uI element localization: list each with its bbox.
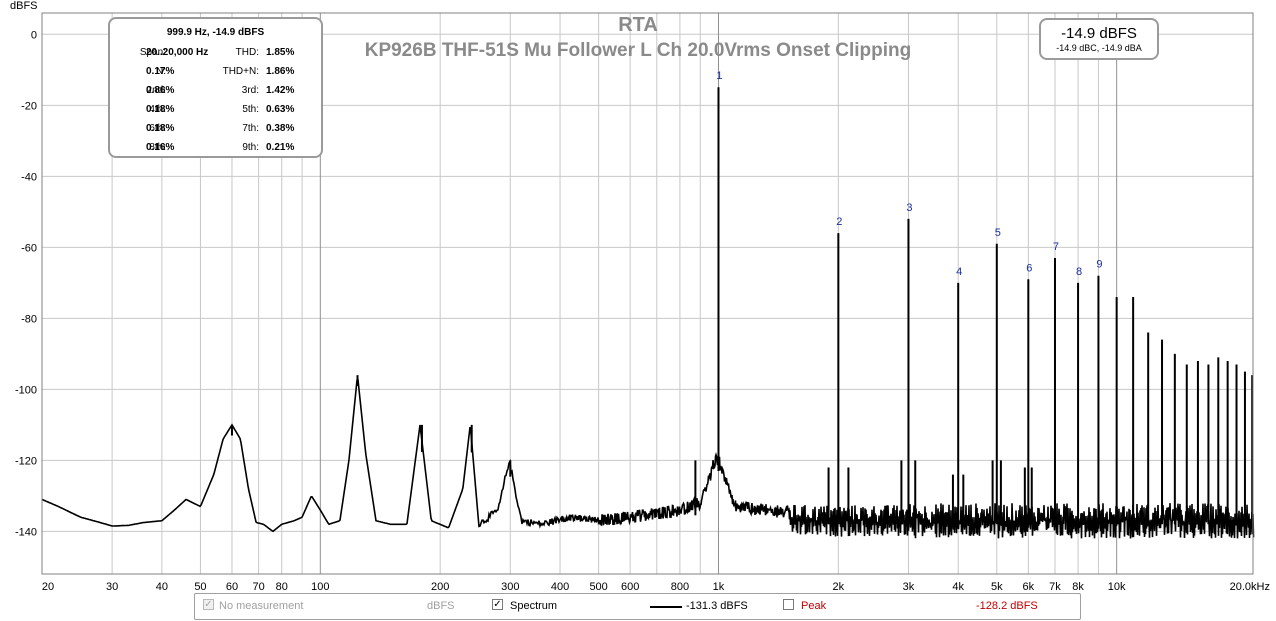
y-tick-label: -120 [15,455,37,467]
spectrum-label: Spectrum [510,600,558,612]
spectrum-line-swatch [650,606,682,608]
x-tick-label: 20 [42,581,54,593]
y-tick-label: -100 [15,384,37,396]
x-tick-label: 6k [1023,581,1035,593]
stats-row: 4th: 0.18% 5th: 0.63% [110,104,321,118]
chart-subtitle: KP926B THF-51S Mu Follower L Ch 20.0Vrms… [365,40,912,61]
legend-bar: ✓ No measurement dBFS ✓ Spectrum -131.3 … [194,593,1081,620]
thd-stats-panel: 999.9 Hz, -14.9 dBFS Span: 20..20,000 Hz… [108,17,323,158]
no-measurement-checkbox[interactable]: ✓ [203,599,214,610]
spectrum-value: -131.3 dBFS [686,600,748,612]
stat-value: 0.17% [146,66,175,77]
stats-row: Span: 20..20,000 Hz THD: 1.85% [110,47,321,61]
x-tick-label: 80 [276,581,288,593]
x-tick-label: 40 [156,581,168,593]
stat-label: N: [156,66,166,77]
x-tick-label: 800 [671,581,689,593]
stat-label: 3rd: [241,85,259,96]
stat-value: 0.86% [146,85,175,96]
harmonic-label: 7 [1053,241,1059,253]
harmonic-label: 9 [1096,259,1102,271]
x-tick-label: 60 [226,581,238,593]
stat-value: 1.42% [266,85,295,96]
level-main-value: -14.9 dBFS [1061,25,1137,42]
spectrum-trace [41,87,1255,539]
peak-label: Peak [801,600,827,612]
harmonic-label: 6 [1026,262,1032,274]
x-tick-label: 100 [311,581,329,593]
x-tick-label: 200 [431,581,449,593]
stats-header: 999.9 Hz, -14.9 dBFS [166,27,265,38]
no-measurement-unit: dBFS [427,600,455,612]
x-tick-label: 8k [1072,581,1084,593]
stat-label: 7th: [242,123,259,134]
x-tick-label: 30 [106,581,118,593]
stat-value: 1.85% [266,47,295,58]
stats-row: 8th: 0.16% 9th: 0.21% [110,142,321,156]
x-tick-label: 20.0kHz [1230,581,1270,593]
x-tick-label: 400 [551,581,569,593]
stat-label: 6th: [149,123,166,134]
stat-value: 1.86% [266,66,295,77]
harmonic-label: 4 [956,266,962,278]
x-tick-label: 50 [194,581,206,593]
stat-label: Span: [139,47,166,58]
level-readout: -14.9 dBFS -14.9 dBC, -14.9 dBA [1039,18,1159,60]
chart-title: RTA [618,14,658,36]
y-tick-label: -80 [21,313,37,325]
stat-label: 4th: [149,104,166,115]
no-measurement-label: No measurement [219,600,304,612]
x-tick-label: 70 [253,581,265,593]
spectrum-noise-floor [41,378,1255,539]
y-tick-label: -20 [21,100,37,112]
stat-value: 0.18% [146,104,175,115]
harmonic-label: 5 [995,227,1001,239]
x-tick-label: 7k [1049,581,1061,593]
harmonic-label: 3 [906,202,912,214]
x-tick-labels: 20 30 40 50 60 70 80 100 200 300 400 500 600 800 1k 2k 3… [42,581,1270,593]
y-tick-labels: 0 -20 -40 -60 -80 -100 -120 -140 [15,29,37,538]
y-tick-label: 0 [31,29,37,41]
stat-label: THD+N: [222,66,259,77]
y-tick-label: -60 [21,242,37,254]
stat-value: 20..20,000 Hz [146,47,209,58]
x-tick-label: 2k [833,581,845,593]
harmonic-label: 2 [836,216,842,228]
y-tick-label: -140 [15,526,37,538]
x-tick-label: 500 [589,581,607,593]
stat-value: 0.16% [146,142,175,153]
stat-value: 0.63% [266,104,295,115]
peak-checkbox[interactable] [783,599,794,610]
spectrum-checkbox[interactable]: ✓ [492,599,503,610]
stats-row: 6th: 0.18% 7th: 0.38% [110,123,321,137]
harmonic-label: 8 [1076,266,1082,278]
stat-label: 5th: [242,104,259,115]
stats-row: N: 0.17% THD+N: 1.86% [110,66,321,80]
x-tick-label: 5k [991,581,1003,593]
x-tick-label: 10k [1108,581,1126,593]
x-tick-label: 600 [621,581,639,593]
peak-value: -128.2 dBFS [976,600,1038,612]
x-tick-label: 300 [501,581,519,593]
x-tick-label: 4k [952,581,964,593]
stat-value: 0.21% [266,142,295,153]
stat-label: 8th: [149,142,166,153]
stats-row: 2nd: 0.86% 3rd: 1.42% [110,85,321,99]
harmonic-label: 1 [716,70,722,82]
y-axis-label: dBFS [10,0,38,12]
x-tick-label: 3k [903,581,915,593]
stat-label: THD: [235,47,259,58]
stat-label: 9th: [242,142,259,153]
x-tick-label: 1k [713,581,725,593]
harmonic-markers: 1 2 3 4 5 6 7 8 9 [716,70,1102,278]
y-tick-label: -40 [21,171,37,183]
plot-frame [41,12,1254,575]
stat-value: 0.18% [146,123,175,134]
level-weighted-values: -14.9 dBC, -14.9 dBA [1056,43,1142,53]
stat-value: 0.38% [266,123,295,134]
stat-label: 2nd: [146,85,166,96]
